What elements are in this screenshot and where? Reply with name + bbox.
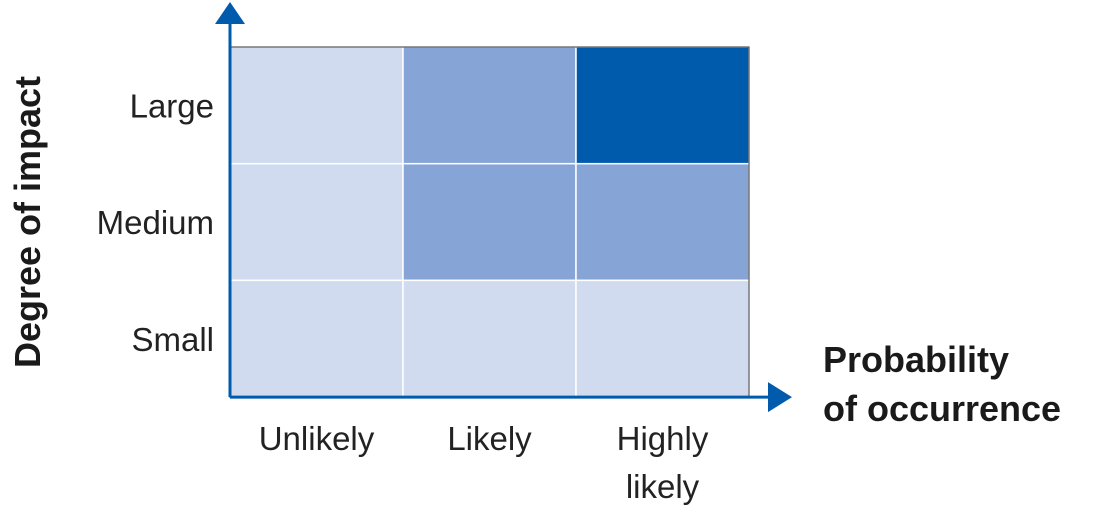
- heatmap-cells: [229, 46, 750, 398]
- x-tick-label-2: Likely: [447, 420, 532, 457]
- heatmap-cell-small-2: [402, 279, 577, 398]
- y-axis-title: Degree of impact: [7, 76, 48, 368]
- x-tick-label-3: Highly likely: [617, 420, 709, 505]
- heatmap-cell-small-1: [229, 279, 404, 398]
- x-axis-title: Probability of occurrence: [823, 339, 1061, 429]
- x-axis-arrow-icon: [768, 382, 792, 413]
- heatmap-cell-large-2: [402, 46, 577, 165]
- y-axis-arrow-icon: [215, 2, 245, 24]
- heatmap-cell-small-3: [575, 279, 750, 398]
- chart-axes: [215, 2, 792, 413]
- x-tick-label-1: Unlikely: [259, 420, 375, 457]
- heatmap-cell-large-1: [229, 46, 404, 165]
- heatmap-cell-medium-3: [575, 162, 750, 282]
- y-tick-label-small: Small: [131, 321, 214, 358]
- y-tick-label-large: Large: [130, 87, 214, 124]
- chart-labels: Large Medium Small Unlikely Likely Highly like…: [7, 76, 1061, 505]
- heatmap-cell-large-3: [575, 46, 750, 165]
- heatmap-cell-medium-1: [229, 162, 404, 282]
- heatmap-cell-medium-2: [402, 162, 577, 282]
- y-tick-label-medium: Medium: [97, 204, 214, 241]
